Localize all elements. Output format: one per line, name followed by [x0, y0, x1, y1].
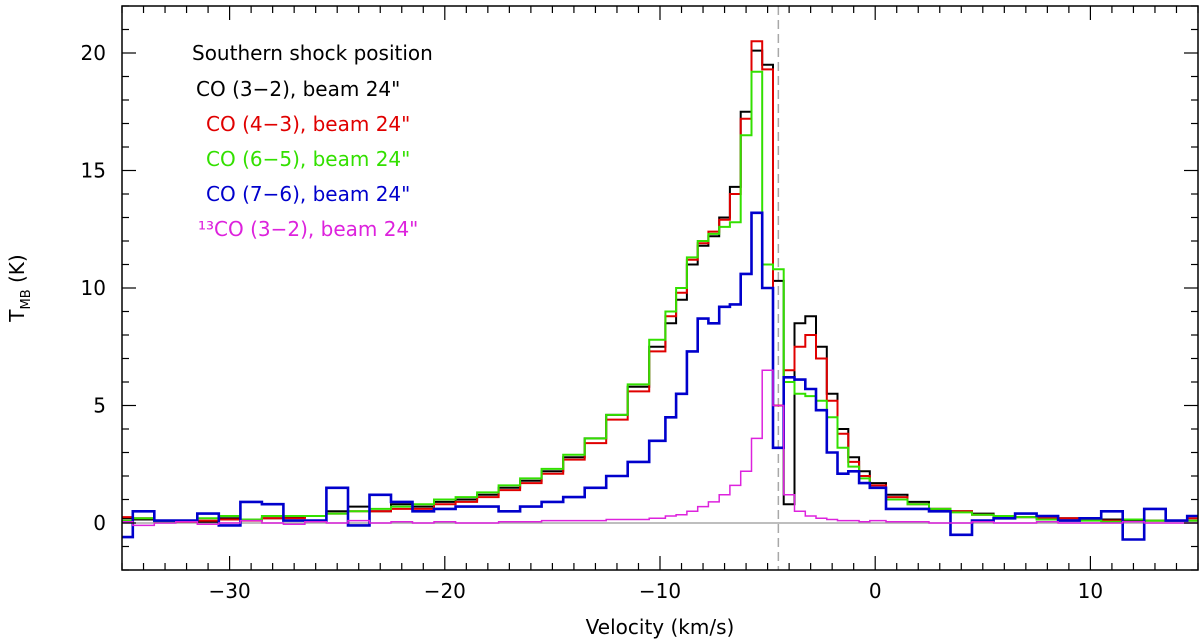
series-line-3: [122, 70, 1198, 523]
y-axis-title-sub: MB: [19, 289, 34, 309]
y-tick-label: 0: [93, 511, 106, 535]
series-line-4: [122, 211, 1198, 541]
y-tick-label: 20: [81, 41, 106, 65]
x-tick-label: 0: [869, 579, 882, 603]
x-axis-title: Velocity (km/s): [586, 615, 735, 639]
legend-heading: Southern shock position: [192, 41, 433, 65]
legend-entry-4: CO (7−6), beam 24": [206, 182, 410, 206]
x-tick-label: −30: [208, 579, 250, 603]
y-axis-title-unit: (K): [5, 254, 29, 289]
legend-entry-3: CO (6−5), beam 24": [206, 147, 410, 171]
x-tick-label: −20: [424, 579, 466, 603]
legend-entry-2: CO (4−3), beam 24": [206, 112, 410, 136]
y-tick-label: 10: [81, 276, 106, 300]
legend-entry-1: CO (3−2), beam 24": [196, 77, 400, 101]
tick-labels: −30 −20 −10 0 10 0 5 10 15 20: [81, 41, 1104, 603]
legend: Southern shock position CO (3−2), beam 2…: [192, 41, 433, 241]
series-line-5: [122, 369, 1198, 527]
y-tick-label: 15: [81, 159, 106, 183]
ticks: [121, 5, 1199, 571]
series-lines: [122, 40, 1198, 541]
y-axis-title-main: T: [5, 309, 29, 323]
y-axis-title: TMB (K): [5, 254, 34, 322]
x-tick-label: 10: [1078, 579, 1103, 603]
y-tick-label: 5: [93, 394, 106, 418]
x-tick-label: −10: [639, 579, 681, 603]
legend-entry-5: ¹³CO (3−2), beam 24": [198, 217, 418, 241]
